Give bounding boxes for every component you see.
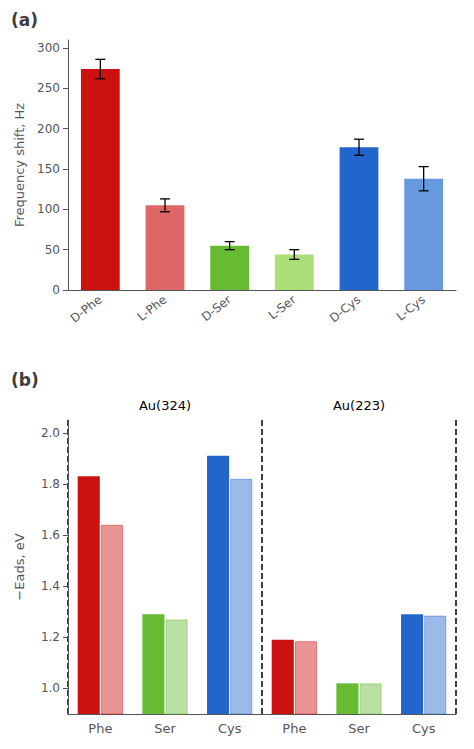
svg-text:100: 100 bbox=[37, 202, 60, 216]
svg-text:Phe: Phe bbox=[282, 721, 306, 736]
svg-text:−Eads, eV: −Eads, eV bbox=[12, 533, 27, 600]
svg-text:1.6: 1.6 bbox=[41, 528, 60, 542]
svg-text:0: 0 bbox=[52, 283, 60, 297]
svg-text:Phe: Phe bbox=[88, 721, 112, 736]
svg-text:1.8: 1.8 bbox=[41, 477, 60, 491]
svg-text:D-Cys: D-Cys bbox=[327, 292, 363, 325]
svg-text:2.0: 2.0 bbox=[41, 426, 60, 440]
svg-text:1.0: 1.0 bbox=[41, 681, 60, 695]
svg-text:250: 250 bbox=[37, 81, 60, 95]
svg-text:(b): (b) bbox=[11, 370, 39, 390]
svg-text:Au(223): Au(223) bbox=[333, 398, 385, 413]
svg-text:(a): (a) bbox=[11, 10, 38, 30]
svg-text:D-Phe: D-Phe bbox=[68, 292, 105, 325]
svg-text:Cys: Cys bbox=[218, 721, 242, 736]
svg-text:Ser: Ser bbox=[154, 721, 176, 736]
svg-text:Ser: Ser bbox=[348, 721, 370, 736]
svg-text:1.2: 1.2 bbox=[41, 630, 60, 644]
svg-text:Frequency shift, Hz: Frequency shift, Hz bbox=[12, 103, 27, 227]
svg-text:D-Ser: D-Ser bbox=[199, 292, 234, 324]
svg-text:L-Cys: L-Cys bbox=[394, 292, 428, 323]
svg-text:300: 300 bbox=[37, 41, 60, 55]
svg-text:1.4: 1.4 bbox=[41, 579, 60, 593]
svg-text:L-Ser: L-Ser bbox=[266, 292, 299, 322]
svg-text:L-Phe: L-Phe bbox=[135, 292, 170, 323]
svg-text:Au(324): Au(324) bbox=[139, 398, 191, 413]
svg-text:Cys: Cys bbox=[412, 721, 436, 736]
svg-text:200: 200 bbox=[37, 122, 60, 136]
svg-text:50: 50 bbox=[45, 243, 60, 257]
svg-text:150: 150 bbox=[37, 162, 60, 176]
